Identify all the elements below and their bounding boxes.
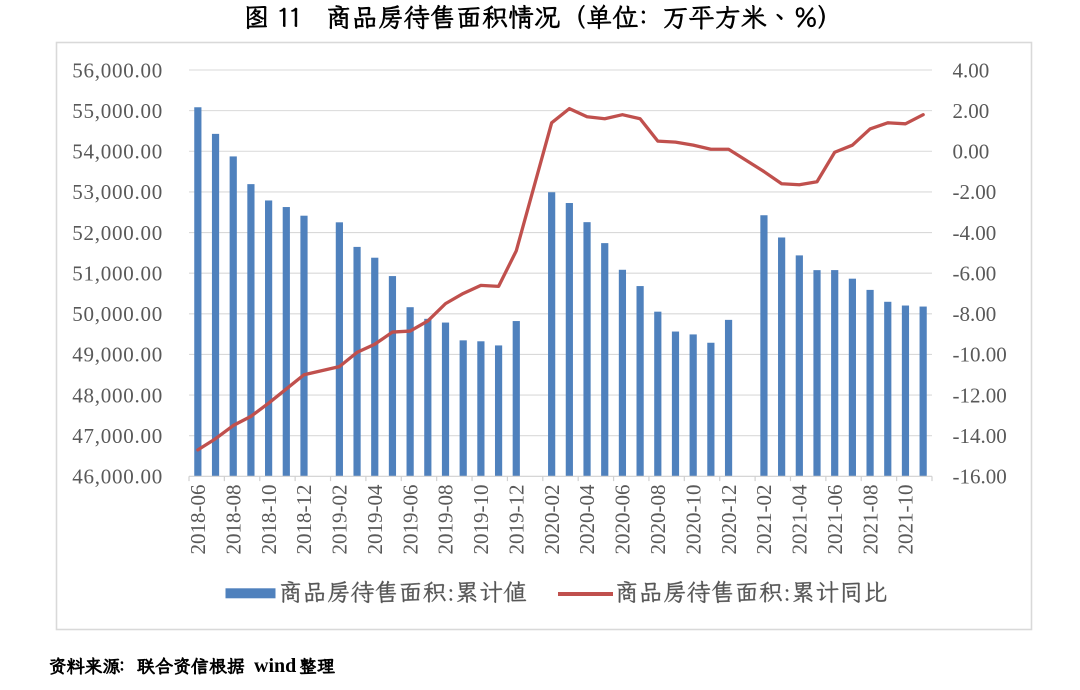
- svg-text:54,000.00: 54,000.00: [72, 140, 163, 164]
- svg-text:-8.00: -8.00: [953, 302, 997, 326]
- svg-text:2019-06: 2019-06: [398, 485, 422, 555]
- svg-text:-6.00: -6.00: [953, 261, 997, 285]
- svg-text:2019-08: 2019-08: [434, 485, 458, 555]
- svg-text:2020-06: 2020-06: [611, 485, 635, 555]
- svg-text:55,000.00: 55,000.00: [72, 99, 163, 123]
- svg-text:-14.00: -14.00: [953, 424, 1007, 448]
- svg-text:2020-10: 2020-10: [681, 485, 705, 555]
- svg-text:-10.00: -10.00: [953, 343, 1007, 367]
- svg-text:-4.00: -4.00: [953, 221, 997, 245]
- svg-text:52,000.00: 52,000.00: [72, 221, 163, 245]
- svg-text:2.00: 2.00: [953, 99, 990, 123]
- svg-text:47,000.00: 47,000.00: [72, 424, 163, 448]
- svg-text:2019-04: 2019-04: [363, 484, 387, 554]
- svg-text:2018-08: 2018-08: [221, 485, 245, 555]
- svg-text:2020-04: 2020-04: [575, 484, 599, 554]
- svg-text:2018-06: 2018-06: [186, 485, 210, 555]
- svg-text:2020-08: 2020-08: [646, 485, 670, 555]
- svg-text:48,000.00: 48,000.00: [72, 383, 163, 407]
- svg-text:2021-10: 2021-10: [894, 485, 918, 555]
- svg-text:50,000.00: 50,000.00: [72, 302, 163, 326]
- svg-text:-16.00: -16.00: [953, 465, 1007, 489]
- svg-text:2021-06: 2021-06: [823, 485, 847, 555]
- svg-text:0.00: 0.00: [953, 140, 990, 164]
- svg-text:51,000.00: 51,000.00: [72, 261, 163, 285]
- svg-text:56,000.00: 56,000.00: [72, 58, 163, 82]
- svg-text:wind: wind: [254, 655, 296, 677]
- svg-text:-12.00: -12.00: [953, 383, 1007, 407]
- svg-text:2020-02: 2020-02: [540, 485, 564, 555]
- svg-text:53,000.00: 53,000.00: [72, 180, 163, 204]
- svg-text:-2.00: -2.00: [953, 180, 997, 204]
- svg-text:2019-02: 2019-02: [328, 485, 352, 555]
- svg-text:2019-10: 2019-10: [469, 485, 493, 555]
- svg-text:2020-12: 2020-12: [717, 485, 741, 555]
- svg-text:2018-12: 2018-12: [292, 485, 316, 555]
- svg-text:2021-04: 2021-04: [788, 484, 812, 554]
- svg-text:2019-12: 2019-12: [504, 485, 528, 555]
- svg-text:2018-10: 2018-10: [257, 485, 281, 555]
- svg-text:4.00: 4.00: [953, 58, 990, 82]
- svg-text:2021-08: 2021-08: [858, 485, 882, 555]
- svg-text:46,000.00: 46,000.00: [72, 465, 163, 489]
- svg-text:49,000.00: 49,000.00: [72, 343, 163, 367]
- svg-text:2021-02: 2021-02: [752, 485, 776, 555]
